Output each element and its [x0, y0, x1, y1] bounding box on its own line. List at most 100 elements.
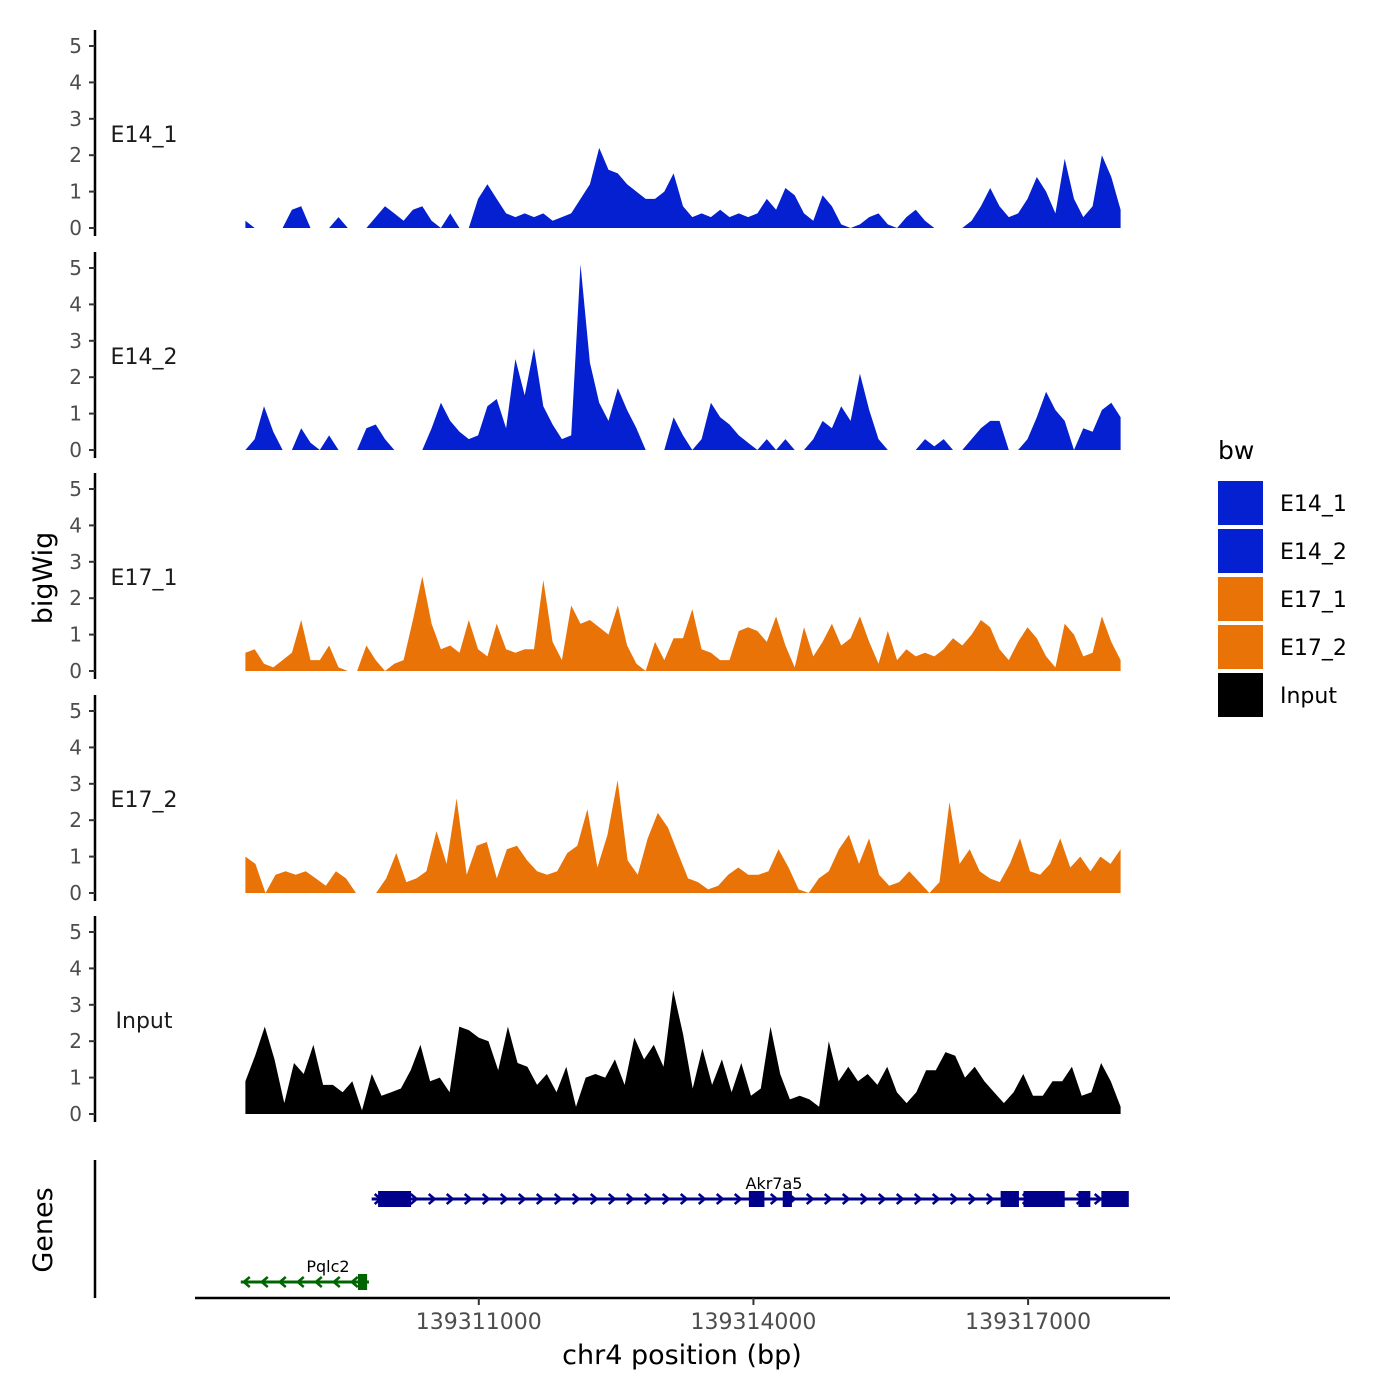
y-tick-label: 2	[69, 586, 82, 610]
strand-arrow	[949, 1193, 959, 1205]
strand-arrow	[643, 1193, 653, 1205]
track-area-E14_1	[245, 147, 1121, 228]
x-tick-label: 139314000	[690, 1310, 816, 1335]
strand-arrow	[535, 1193, 545, 1205]
gene-Pqlc2: Pqlc2	[240, 1257, 369, 1290]
strand-arrow	[607, 1193, 617, 1205]
strand-arrow	[571, 1193, 581, 1205]
strand-arrow	[349, 1276, 359, 1288]
y-tick-label: 4	[69, 956, 82, 980]
strand-arrow	[931, 1193, 941, 1205]
y-tick-label: 3	[69, 107, 82, 131]
legend-swatch-E14_1	[1218, 481, 1263, 525]
x-axis-title: chr4 position (bp)	[562, 1340, 802, 1371]
track-label: Input	[116, 1009, 173, 1034]
gene-label: Akr7a5	[746, 1174, 803, 1193]
gene-exon	[357, 1274, 368, 1290]
strand-arrow	[463, 1193, 473, 1205]
track-Input: 0 1 2 3 4 5 Input	[69, 916, 1121, 1126]
legend-swatch-E14_2	[1218, 529, 1263, 573]
strand-arrow	[805, 1193, 815, 1205]
track-E14_2: 0 1 2 3 4 5 E14_2	[69, 252, 1121, 462]
strand-arrow	[481, 1193, 491, 1205]
strand-arrow	[1093, 1193, 1103, 1205]
legend-title: bw	[1218, 436, 1254, 465]
strand-arrow	[985, 1193, 995, 1205]
strand-arrow	[841, 1193, 851, 1205]
y-tick-label: 4	[69, 70, 82, 94]
y-tick-label: 1	[69, 845, 82, 869]
genes-axis-title: Genes	[28, 1187, 59, 1272]
y-tick-label: 3	[69, 329, 82, 353]
x-tick-label: 139311000	[416, 1310, 542, 1335]
strand-arrow	[277, 1276, 287, 1288]
track-area-E17_1	[245, 576, 1121, 671]
strand-arrow	[697, 1193, 707, 1205]
strand-arrow	[517, 1193, 527, 1205]
strand-arrow	[553, 1193, 563, 1205]
strand-arrow	[427, 1193, 437, 1205]
strand-arrow	[409, 1193, 419, 1205]
legend-swatch-Input	[1218, 673, 1263, 717]
gene-exon	[1078, 1191, 1091, 1207]
x-axis: 139311000 139314000 139317000	[195, 1296, 1170, 1335]
y-tick-label: 0	[69, 659, 82, 683]
gene-label: Pqlc2	[306, 1257, 349, 1276]
y-tick-label: 1	[69, 402, 82, 426]
strand-arrow	[895, 1193, 905, 1205]
y-tick-label: 3	[69, 993, 82, 1017]
y-tick-label: 5	[69, 34, 82, 58]
gene-exon	[782, 1191, 792, 1207]
strand-arrow	[313, 1276, 323, 1288]
y-tick-label: 5	[69, 477, 82, 501]
track-label: E17_2	[111, 788, 178, 813]
strand-arrow	[499, 1193, 509, 1205]
strand-arrow	[445, 1193, 455, 1205]
track-E17_1: 0 1 2 3 4 5 E17_1	[69, 473, 1121, 683]
gene-Akr7a5: Akr7a5	[371, 1174, 1129, 1207]
y-tick-label: 2	[69, 1029, 82, 1053]
y-tick-label: 4	[69, 735, 82, 759]
strand-arrow	[967, 1193, 977, 1205]
track-E17_2: 0 1 2 3 4 5 E17_2	[69, 695, 1121, 905]
y-tick-label: 3	[69, 772, 82, 796]
strand-arrow	[823, 1193, 833, 1205]
y-tick-label: 1	[69, 1066, 82, 1090]
y-tick-label: 4	[69, 513, 82, 537]
y-axis-title: bigWig	[28, 532, 59, 625]
strand-arrow	[589, 1193, 599, 1205]
track-label: E14_1	[111, 123, 178, 148]
strand-arrow	[913, 1193, 923, 1205]
track-area-E17_2	[245, 780, 1121, 893]
gene-exon	[378, 1191, 412, 1207]
legend-swatch-E17_2	[1218, 625, 1263, 669]
y-tick-label: 1	[69, 180, 82, 204]
gene-exon	[1000, 1191, 1019, 1207]
strand-arrow	[259, 1276, 269, 1288]
strand-arrow	[859, 1193, 869, 1205]
strand-arrow	[877, 1193, 887, 1205]
y-tick-label: 0	[69, 881, 82, 905]
strand-arrow	[769, 1193, 779, 1205]
gene-panel: Akr7a5 Pqlc2	[93, 1160, 1129, 1298]
strand-arrow	[241, 1276, 251, 1288]
track-E14_1: 0 1 2 3 4 5 E14_1	[69, 30, 1121, 240]
legend-label: Input	[1280, 684, 1337, 709]
legend-label: E14_1	[1280, 492, 1347, 517]
track-label: E17_1	[111, 566, 178, 591]
strand-arrow	[625, 1193, 635, 1205]
strand-arrow	[733, 1193, 743, 1205]
legend-label: E17_2	[1280, 636, 1347, 661]
legend-label: E17_1	[1280, 588, 1347, 613]
y-tick-label: 0	[69, 216, 82, 240]
signal-tracks: 0 1 2 3 4 5 E14_1 0 1 2 3 4 5 E14_2 0 1 2 3 4 5 E17_1 0 1 2 3 4 5 E…	[69, 30, 1121, 1126]
y-tick-label: 4	[69, 292, 82, 316]
track-area-E14_2	[245, 264, 1121, 450]
y-tick-label: 0	[69, 438, 82, 462]
strand-arrow	[661, 1193, 671, 1205]
gene-exon	[1101, 1191, 1129, 1207]
strand-arrow	[295, 1276, 305, 1288]
y-tick-label: 3	[69, 550, 82, 574]
y-tick-label: 5	[69, 920, 82, 944]
